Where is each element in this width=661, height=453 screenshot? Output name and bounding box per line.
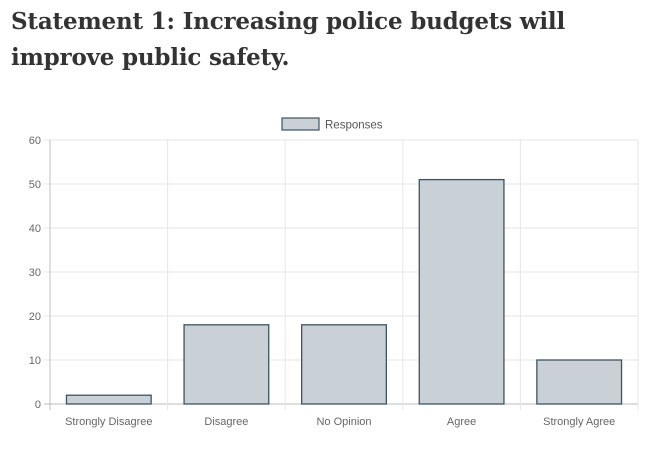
bar-strongly-agree[interactable] xyxy=(536,359,623,405)
x-tick-label: Disagree xyxy=(204,416,248,428)
x-tick-label: Strongly Disagree xyxy=(65,416,152,428)
legend[interactable]: Responses xyxy=(281,117,383,132)
x-tick-label: Agree xyxy=(447,416,476,428)
bars xyxy=(65,178,623,405)
legend-label[interactable]: Responses xyxy=(325,120,383,132)
bar-disagree[interactable] xyxy=(183,324,270,405)
y-tick-label: 40 xyxy=(29,223,41,235)
legend-swatch[interactable] xyxy=(281,117,320,131)
x-tick-label: No Opinion xyxy=(316,416,371,428)
bar-agree[interactable] xyxy=(418,178,505,405)
y-tick-label: 20 xyxy=(29,311,41,323)
bar-strongly-disagree[interactable] xyxy=(65,394,152,405)
grid-layer xyxy=(44,139,639,410)
y-tick-label: 10 xyxy=(29,355,41,367)
x-axis: Strongly Disagree Disagree No Opinion Agree… xyxy=(65,416,615,428)
page-title: Statement 1: Increasing police budgets w… xyxy=(11,8,565,71)
y-tick-label: 0 xyxy=(35,399,41,411)
y-tick-label: 60 xyxy=(29,135,41,147)
bar-no-opinion[interactable] xyxy=(301,324,387,405)
bar-chart: Responses 0 10 20 30 40 50 60 Strongly Disagre… xyxy=(29,117,639,428)
y-tick-label: 30 xyxy=(29,267,41,279)
y-tick-label: 50 xyxy=(29,179,41,191)
x-tick-label: Strongly Agree xyxy=(543,416,615,428)
y-axis: 0 10 20 30 40 50 60 xyxy=(29,135,41,411)
